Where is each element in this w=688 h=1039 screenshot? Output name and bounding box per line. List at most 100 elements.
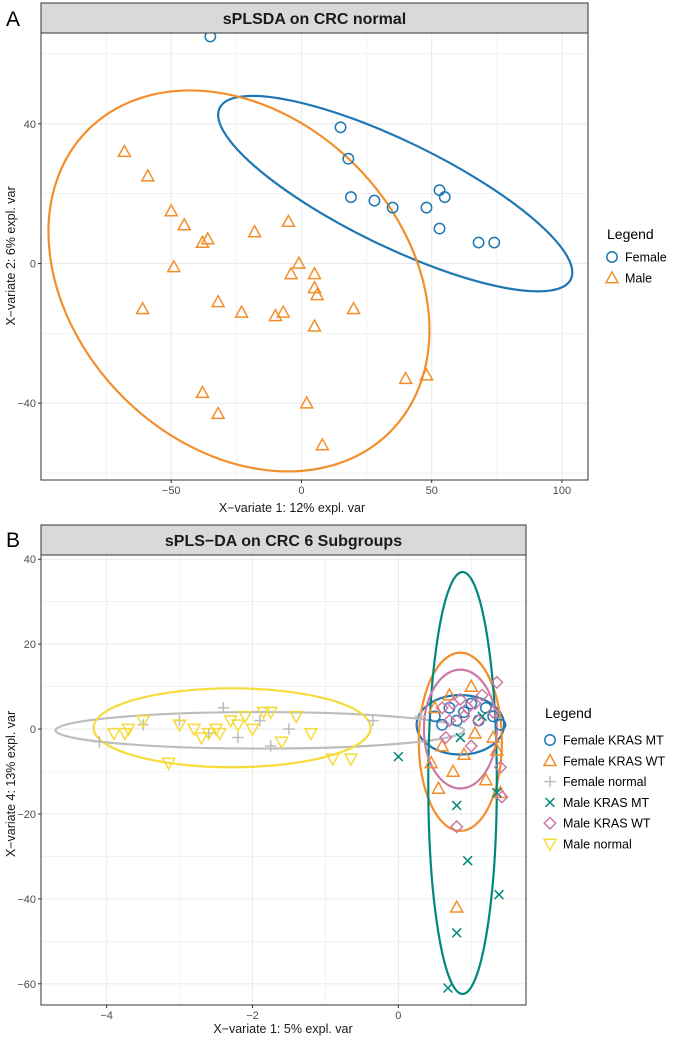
legend-key: [544, 775, 556, 788]
data-point: [433, 222, 446, 235]
legend-key: [606, 251, 618, 263]
data-point: [232, 731, 244, 744]
data-point: [455, 732, 466, 743]
data-point: [490, 675, 504, 690]
data-point: [106, 727, 122, 742]
data-point: [464, 739, 479, 753]
x-tick-label: 100: [553, 485, 571, 497]
legend-key: [544, 734, 556, 746]
data-point: [442, 713, 457, 728]
male-series: [117, 143, 434, 451]
male-kras-wt-series: [435, 675, 509, 834]
data-point: [438, 191, 451, 204]
data-point: [309, 287, 325, 301]
legend-key: [545, 797, 555, 808]
data-point: [291, 255, 307, 269]
data-point: [201, 727, 217, 742]
panel-b: B sPLS−DA on CRC 6 Subgroups X−variate 1…: [4, 524, 665, 1036]
data-point: [342, 152, 355, 165]
data-point: [443, 983, 453, 993]
data-point: [254, 714, 266, 727]
data-point: [449, 819, 464, 834]
legend-label: Female KRAS WT: [563, 754, 665, 768]
data-point: [274, 736, 289, 750]
data-point: [93, 736, 106, 748]
data-point: [281, 213, 296, 228]
data-point: [135, 301, 150, 315]
title-strip: [40, 2, 589, 34]
data-point: [449, 899, 464, 913]
legend-label: Female KRAS MT: [563, 734, 664, 748]
legend-key: [542, 838, 558, 852]
female-normal-series: [93, 702, 426, 752]
data-point: [457, 709, 471, 724]
data-point: [420, 201, 433, 214]
data-point: [140, 168, 156, 182]
data-point: [345, 191, 357, 204]
y-tick-label: 40: [24, 119, 36, 131]
data-point: [303, 727, 319, 742]
data-point: [325, 753, 340, 767]
data-point: [288, 710, 304, 725]
data-point: [423, 755, 439, 769]
title-strip: [40, 524, 527, 556]
data-point: [299, 395, 314, 409]
data-point: [398, 370, 413, 385]
data-point: [283, 266, 299, 280]
y-tick-label: 20: [24, 639, 36, 651]
y-tick-label: −40: [17, 398, 36, 410]
data-point: [210, 294, 226, 308]
plot-area: [41, 555, 526, 1005]
data-point: [472, 236, 485, 249]
data-point: [491, 787, 502, 798]
data-point: [204, 33, 217, 43]
data-point: [247, 224, 262, 238]
panel-letter-a: A: [6, 8, 20, 31]
data-point: [453, 692, 468, 707]
data-point: [217, 702, 230, 714]
data-point: [486, 705, 500, 719]
data-point: [478, 772, 494, 786]
panel-letter-b: B: [6, 529, 20, 552]
data-point: [494, 718, 507, 731]
data-point: [161, 757, 176, 771]
plot-border: [40, 32, 589, 481]
data-point: [315, 437, 330, 451]
data-point: [475, 688, 490, 702]
data-point: [121, 723, 136, 737]
x-tick-label: −2: [246, 1010, 259, 1022]
data-point: [467, 725, 483, 739]
data-point: [186, 723, 202, 737]
male-kras-mt-ellipse: [427, 570, 498, 996]
data-point: [393, 751, 404, 762]
data-point: [195, 234, 210, 248]
panel-a: A sPLSDA on CRC normal X−variate 1: 12% …: [4, 2, 667, 515]
data-point: [230, 719, 246, 733]
data-point: [245, 723, 260, 737]
data-point: [200, 231, 215, 245]
data-point: [307, 266, 322, 280]
data-point: [489, 742, 505, 756]
data-point: [346, 301, 361, 315]
x-tick-label: 0: [298, 485, 304, 497]
data-point: [442, 687, 457, 701]
data-point: [428, 710, 441, 723]
data-point: [234, 304, 249, 318]
data-point: [166, 259, 182, 273]
data-point: [451, 927, 462, 938]
data-point: [485, 729, 501, 743]
legend-label: Female normal: [563, 775, 646, 789]
data-point: [419, 367, 434, 381]
data-point: [275, 304, 291, 318]
data-point: [468, 696, 482, 711]
data-point: [451, 800, 462, 811]
data-point: [471, 713, 486, 728]
data-point: [493, 760, 508, 775]
data-point: [263, 706, 279, 720]
female-series: [204, 33, 501, 249]
y-axis-label: X−variate 4: 13% expl. var: [4, 711, 18, 857]
legend-label: Male normal: [563, 838, 632, 852]
data-point: [431, 780, 446, 794]
data-point: [256, 706, 271, 720]
y-tick-label: 40: [24, 554, 36, 566]
